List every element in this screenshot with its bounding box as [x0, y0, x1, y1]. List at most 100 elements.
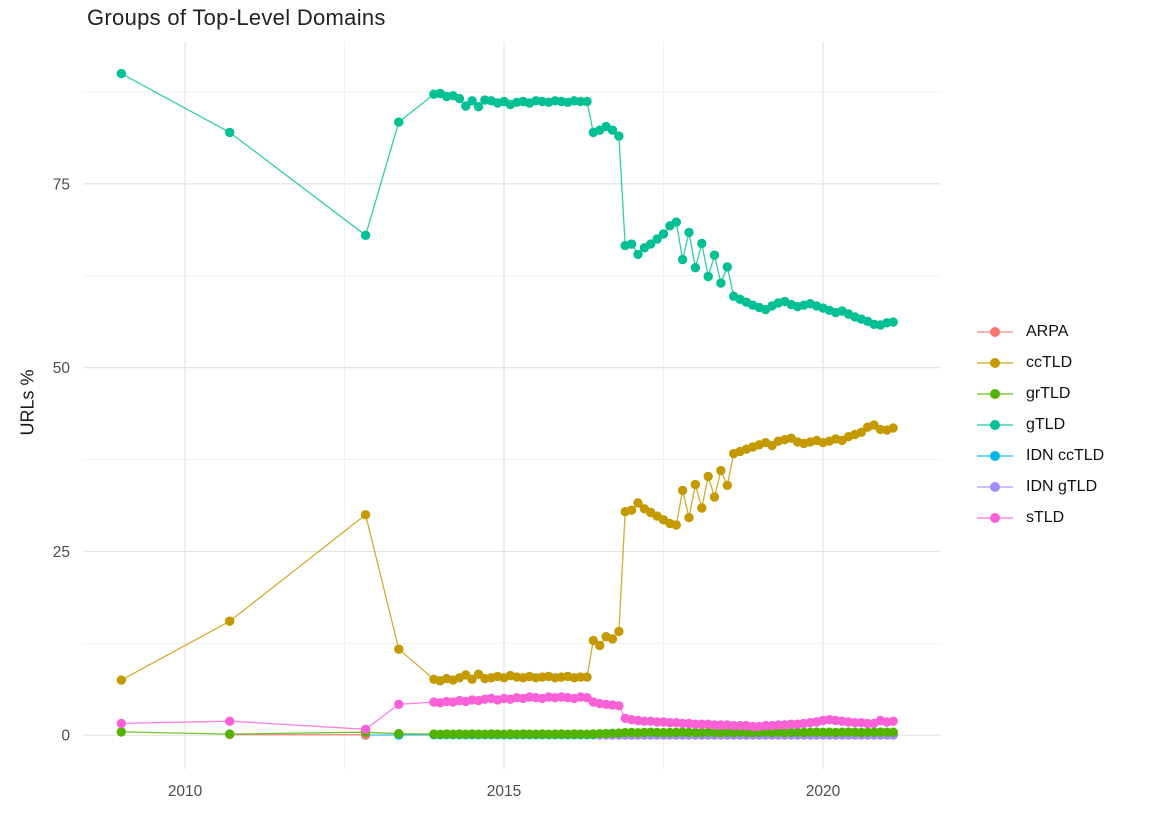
data-point [703, 271, 713, 282]
data-point [116, 718, 127, 729]
y-tick-label: 25 [53, 544, 70, 561]
data-point [595, 640, 605, 651]
legend-item-IDN-gTLD: IDN gTLD [977, 471, 1104, 502]
legend-key-icon [977, 419, 1013, 431]
series-ARPA [225, 729, 371, 740]
data-point [588, 635, 598, 646]
data-point [225, 716, 235, 726]
data-point [633, 498, 643, 508]
data-point [888, 716, 898, 726]
data-point [703, 471, 713, 482]
series-sTLD [116, 692, 898, 734]
legend-item-gTLD: gTLD [977, 409, 1104, 440]
data-point [473, 102, 484, 112]
data-point [690, 263, 701, 273]
y-tick-label: 0 [61, 728, 70, 745]
legend: ARPA ccTLD grTLD gTLD IDN ccTLD IDN gTLD sTLD [977, 316, 1104, 533]
data-point [582, 96, 592, 107]
data-point [684, 227, 694, 238]
legend-item-IDN-ccTLD: IDN ccTLD [977, 440, 1104, 471]
data-point [646, 239, 656, 249]
legend-label: grTLD [1026, 384, 1071, 402]
data-point [697, 503, 707, 513]
data-point [225, 616, 235, 626]
data-point [461, 101, 471, 111]
data-point [116, 675, 127, 685]
data-point [722, 262, 732, 272]
legend-key-icon [977, 512, 1013, 524]
data-point [684, 512, 694, 523]
data-point [626, 505, 637, 515]
legend-key-icon [977, 326, 1013, 338]
y-tick-label: 75 [53, 176, 70, 193]
x-tick-label: 2015 [487, 783, 521, 800]
series-grTLD [116, 727, 898, 739]
data-point [690, 479, 701, 490]
data-point [677, 254, 688, 265]
data-point [116, 727, 127, 737]
data-point [722, 480, 732, 490]
data-point [360, 510, 371, 520]
data-point [607, 125, 618, 135]
data-point [888, 317, 898, 327]
data-point [709, 250, 720, 260]
data-point [856, 427, 866, 437]
data-point [677, 485, 688, 496]
legend-key-icon [977, 481, 1013, 493]
data-point [716, 465, 726, 476]
data-point [467, 674, 477, 684]
data-point [716, 278, 726, 288]
data-point [658, 229, 669, 239]
x-tick-label: 2010 [168, 783, 203, 800]
series-ccTLD [116, 420, 898, 686]
legend-label: ccTLD [1026, 353, 1073, 371]
data-point [671, 520, 681, 530]
data-point [225, 729, 235, 739]
legend-label: ARPA [1026, 322, 1069, 340]
legend-key-icon [977, 450, 1013, 462]
data-point [697, 238, 707, 249]
data-point [671, 217, 681, 227]
data-point [394, 729, 404, 739]
data-point [614, 131, 624, 141]
legend-key-icon [977, 357, 1013, 369]
data-point [614, 701, 624, 711]
legend-item-ccTLD: ccTLD [977, 347, 1104, 378]
data-point [888, 727, 898, 737]
data-point [454, 93, 465, 104]
data-point [360, 230, 371, 240]
legend-item-grTLD: grTLD [977, 378, 1104, 409]
legend-label: IDN gTLD [1026, 477, 1098, 495]
data-point [614, 626, 624, 637]
legend-key-icon [977, 388, 1013, 400]
data-point [607, 634, 618, 644]
data-point [394, 117, 404, 127]
axis-tick-labels: 0 25 50 75 2010 2015 2020 [53, 176, 841, 800]
legend-item-ARPA: ARPA [977, 316, 1104, 347]
data-point [709, 492, 720, 502]
data-point [626, 239, 637, 249]
data-point [652, 234, 662, 244]
data-point [888, 423, 898, 433]
chart-title: Groups of Top-Level Domains [87, 5, 386, 30]
x-tick-label: 2020 [806, 783, 841, 800]
data-point [633, 249, 643, 260]
legend-item-sTLD: sTLD [977, 502, 1104, 533]
y-tick-label: 50 [53, 360, 71, 377]
data-point [394, 644, 404, 654]
legend-label: sTLD [1026, 508, 1065, 526]
data-point [394, 699, 404, 709]
data-point [360, 724, 371, 734]
data-point [225, 127, 235, 138]
legend-label: gTLD [1026, 415, 1066, 433]
data-point [467, 96, 477, 106]
data-point [116, 68, 127, 79]
series-gTLD [116, 68, 898, 330]
gridlines [83, 42, 941, 769]
series-line [120, 73, 894, 326]
legend-label: IDN ccTLD [1026, 446, 1105, 464]
data-point [582, 672, 592, 682]
series-line [120, 424, 894, 682]
